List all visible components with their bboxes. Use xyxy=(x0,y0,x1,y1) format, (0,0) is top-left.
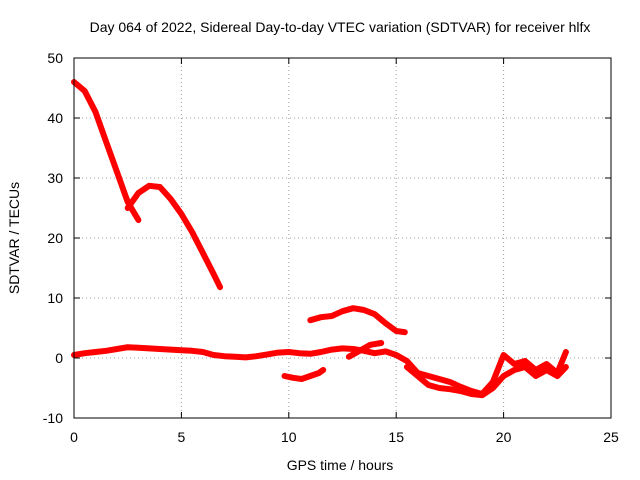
y-tick-label: 40 xyxy=(47,110,63,126)
x-tick-label: 15 xyxy=(388,429,404,445)
y-tick-label: 0 xyxy=(55,350,63,366)
series-layer xyxy=(71,79,569,399)
y-tick-label: -10 xyxy=(43,410,63,426)
series-trace-7 xyxy=(345,340,385,360)
x-tick-label: 25 xyxy=(603,429,619,445)
y-tick-label: 10 xyxy=(47,290,63,306)
chart-title: Day 064 of 2022, Sidereal Day-to-day VTE… xyxy=(90,19,591,35)
grid-lines xyxy=(74,58,611,418)
x-axis-title: GPS time / hours xyxy=(287,457,394,473)
y-tick-label: 30 xyxy=(47,170,63,186)
x-tick-label: 0 xyxy=(70,429,78,445)
y-tick-label: 50 xyxy=(47,50,63,66)
y-axis-title: SDTVAR / TECUs xyxy=(6,182,22,294)
axes: 0 5 10 15 20 25 -10 0 10 20 30 40 50 xyxy=(43,50,619,445)
plot-frame xyxy=(73,57,612,419)
series-trace-5 xyxy=(281,367,327,382)
series-trace-1 xyxy=(71,79,142,223)
series-trace-2 xyxy=(124,182,224,291)
series-trace-6 xyxy=(307,305,408,336)
series-trace-4 xyxy=(403,364,569,399)
x-tick-label: 5 xyxy=(178,429,186,445)
x-tick-label: 10 xyxy=(281,429,297,445)
y-tick-label: 20 xyxy=(47,230,63,246)
x-tick-label: 20 xyxy=(496,429,512,445)
